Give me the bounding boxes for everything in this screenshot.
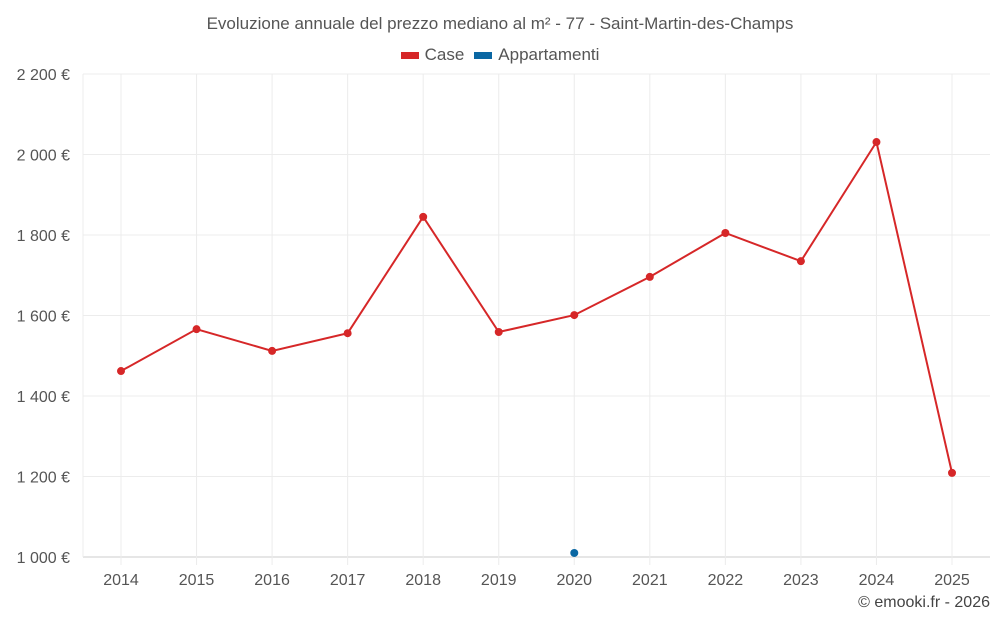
x-tick-label: 2019 xyxy=(481,572,517,589)
data-point-case xyxy=(494,328,503,337)
series-line-case xyxy=(120,139,953,474)
data-point-case xyxy=(343,329,352,338)
x-tick-label: 2022 xyxy=(708,572,744,589)
x-tick-label: 2018 xyxy=(405,572,441,589)
x-tick-label: 2015 xyxy=(179,572,215,589)
credit: © emooki.fr - 2026 xyxy=(858,594,990,611)
x-tick-label: 2020 xyxy=(556,572,592,589)
data-point-case xyxy=(268,346,277,355)
legend-swatch-case xyxy=(400,51,419,59)
x-tick-label: 2021 xyxy=(632,572,668,589)
legend-swatch-appartamenti xyxy=(474,51,493,59)
y-tick-label: 2 200 € xyxy=(17,67,70,84)
legend-item-appartamenti[interactable]: Appartamenti xyxy=(474,45,599,65)
legend-label-case: Case xyxy=(424,45,465,64)
x-tick-label: 2016 xyxy=(254,572,290,589)
legend-label-appartamenti: Appartamenti xyxy=(498,45,600,64)
y-tick-label: 1 600 € xyxy=(17,309,70,326)
data-point-case xyxy=(419,212,428,221)
y-tick-label: 2 000 € xyxy=(17,148,70,165)
x-tick-label: 2025 xyxy=(934,572,970,589)
data-point-case xyxy=(645,272,654,281)
data-point-appartamenti xyxy=(570,548,579,557)
chart-title: Evoluzione annuale del prezzo mediano al… xyxy=(206,14,794,33)
data-point-case xyxy=(872,138,881,147)
y-tick-label: 1 200 € xyxy=(17,470,70,487)
x-tick-label: 2014 xyxy=(103,572,139,589)
legend: Case Appartamenti xyxy=(0,45,1000,65)
data-point-case xyxy=(192,325,201,334)
x-tick-label: 2017 xyxy=(330,572,366,589)
x-tick-label: 2023 xyxy=(783,572,819,589)
data-point-case xyxy=(948,468,956,477)
data-point-case xyxy=(721,228,730,237)
legend-item-case[interactable]: Case xyxy=(400,45,465,65)
y-tick-label: 1 000 € xyxy=(17,550,70,567)
data-point-case xyxy=(570,311,579,320)
y-tick-label: 1 800 € xyxy=(17,228,70,245)
data-point-case xyxy=(117,367,125,376)
data-point-case xyxy=(796,257,805,266)
x-tick-label: 2024 xyxy=(859,572,895,589)
y-tick-label: 1 400 € xyxy=(17,389,70,406)
